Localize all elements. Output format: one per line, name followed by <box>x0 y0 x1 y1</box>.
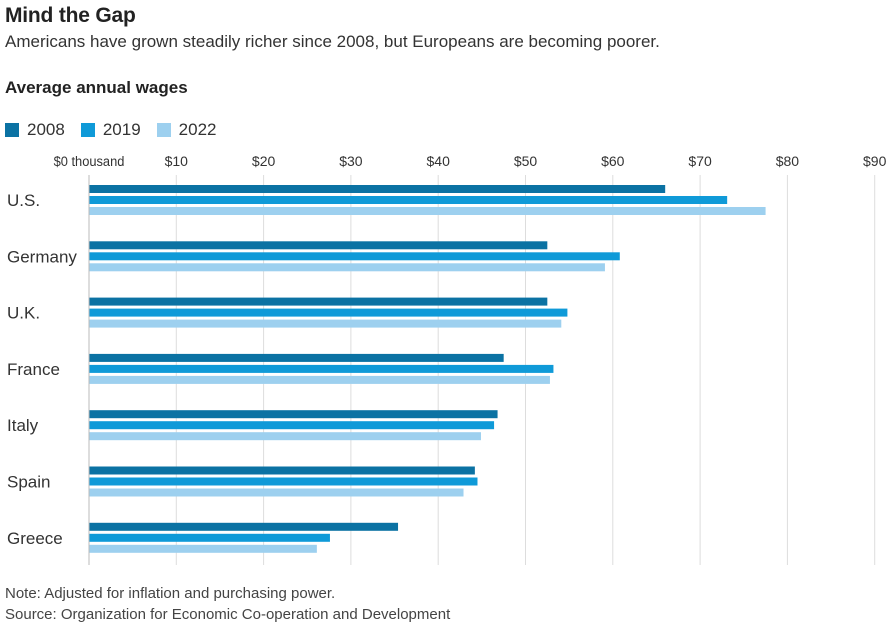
x-tick-label-90: $90 <box>863 153 887 169</box>
legend-item-2008: 2008 <box>5 120 65 140</box>
bar-italy-2008 <box>89 410 498 419</box>
x-tick-label-20: $20 <box>252 153 276 169</box>
legend: 2008 2019 2022 <box>5 120 232 140</box>
chart-title: Mind the Gap <box>5 4 136 27</box>
category-label-greece: Greece <box>7 529 63 548</box>
bar-u-s-2008 <box>89 185 666 193</box>
x-tick-label-40: $40 <box>427 153 451 169</box>
bar-germany-2022 <box>89 263 605 272</box>
x-tick-label-70: $70 <box>688 153 712 169</box>
legend-label-2008: 2008 <box>27 120 65 139</box>
bar-france-2022 <box>89 375 550 384</box>
bar-spain-2019 <box>89 477 478 486</box>
chart-note: Note: Adjusted for inflation and purchas… <box>5 585 336 602</box>
bar-germany-2008 <box>89 241 548 250</box>
bar-italy-2019 <box>89 421 495 430</box>
x-tick-label-50: $50 <box>514 153 538 169</box>
legend-label-2022: 2022 <box>178 120 217 139</box>
legend-label-2019: 2019 <box>102 120 141 139</box>
legend-swatch-2019 <box>80 123 95 137</box>
category-label-italy: Italy <box>7 416 39 435</box>
x-tick-label-10: $10 <box>165 153 189 169</box>
legend-item-2019: 2019 <box>80 120 141 140</box>
bar-france-2008 <box>89 353 504 362</box>
bar-u-k-2019 <box>89 308 568 317</box>
x-tick-label-60: $60 <box>601 153 625 169</box>
bar-germany-2019 <box>89 252 620 261</box>
category-label-u-k: U.K. <box>7 304 40 323</box>
bar-spain-2022 <box>89 488 464 497</box>
bar-greece-2008 <box>89 522 399 531</box>
x-tick-label-0: $0 thousand <box>54 154 125 170</box>
category-label-germany: Germany <box>7 247 77 266</box>
bar-france-2019 <box>89 364 554 373</box>
chart-source: Source: Organization for Economic Co-ope… <box>5 606 451 623</box>
x-tick-label-80: $80 <box>776 153 800 169</box>
bar-u-k-2008 <box>89 297 548 306</box>
x-tick-label-30: $30 <box>339 153 363 169</box>
legend-item-2022: 2022 <box>156 120 217 140</box>
legend-swatch-2022 <box>156 123 171 137</box>
bar-greece-2019 <box>89 533 330 542</box>
bar-spain-2008 <box>89 466 475 475</box>
bar-u-k-2022 <box>89 319 562 328</box>
category-label-spain: Spain <box>7 473 50 492</box>
bar-greece-2022 <box>89 544 317 553</box>
legend-swatch-2008 <box>5 123 19 137</box>
chart-section-label: Average annual wages <box>5 78 188 97</box>
bar-u-s-2022 <box>89 207 766 215</box>
category-label-u-s: U.S. <box>7 191 40 210</box>
category-label-france: France <box>7 360 60 379</box>
bar-italy-2022 <box>89 432 481 441</box>
bar-chart: $0 thousand $10 $20 $30 $40 $50 $60 $70 $80 $90 U.… <box>7 153 887 565</box>
bar-u-s-2019 <box>89 196 728 204</box>
chart-subtitle: Americans have grown steadily richer sin… <box>5 32 660 51</box>
